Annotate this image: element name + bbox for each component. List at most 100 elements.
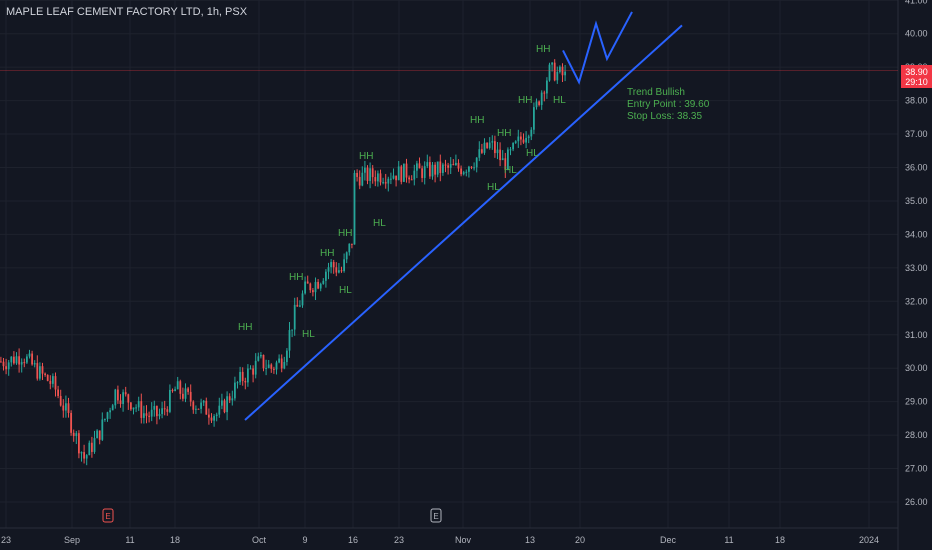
candle-body (223, 400, 226, 413)
candle-body (392, 175, 395, 179)
candle-body (364, 167, 366, 173)
candle-body (205, 400, 208, 415)
candle-body (317, 281, 319, 289)
candle-body (520, 136, 522, 140)
candle-body (78, 433, 80, 454)
y-tick-label: 30.00 (905, 363, 928, 373)
candle-body (564, 71, 566, 76)
candle-body (421, 168, 423, 178)
candle-body (353, 172, 356, 245)
candle-body (299, 305, 301, 307)
candle-body (182, 393, 184, 399)
candle-body (260, 354, 262, 357)
candle-body (504, 158, 507, 170)
earnings-event-marker (102, 508, 114, 523)
candle-body (109, 410, 111, 413)
candle-body (49, 380, 52, 384)
candle-body (215, 414, 218, 417)
candle-body (384, 182, 387, 184)
candle-body (559, 66, 561, 72)
candle-body (426, 162, 429, 167)
candle-body (442, 164, 444, 173)
candle-body (314, 281, 317, 293)
candle-body (239, 371, 241, 383)
candle-body (431, 164, 434, 177)
candle-body (114, 389, 117, 406)
candle-body (449, 164, 452, 168)
candle-body (174, 389, 176, 392)
earnings-event-letter: E (105, 512, 110, 521)
candle-body (98, 430, 101, 440)
higher-low-label: HL (339, 285, 352, 297)
candle-body (400, 166, 403, 182)
candle-body (23, 362, 26, 364)
candle-body (140, 401, 143, 418)
candle-body (488, 142, 491, 148)
higher-low-label: HL (504, 164, 517, 176)
y-tick-label: 40.00 (905, 29, 928, 39)
candle-body (483, 142, 486, 153)
candle-body (514, 141, 517, 143)
x-tick-label: 23 (394, 535, 404, 545)
candle-body (377, 173, 379, 182)
candle-body (31, 353, 33, 365)
candle-body (187, 388, 189, 392)
candle-body (447, 165, 449, 168)
candle-body (202, 400, 205, 403)
candle-body (283, 362, 286, 369)
candle-body (262, 354, 265, 369)
candle-body (275, 362, 278, 370)
candle-body (213, 416, 215, 421)
candle-body (306, 281, 309, 284)
candle-body (403, 163, 405, 182)
y-tick-label: 33.00 (905, 263, 928, 273)
candle-body (551, 62, 553, 65)
candle-body (249, 368, 252, 370)
candle-body (512, 142, 514, 150)
candle-body (104, 418, 106, 420)
candle-body (543, 92, 546, 94)
current-price-label: 38.90 (905, 67, 928, 77)
candle-body (509, 149, 512, 151)
candle-body (75, 433, 78, 437)
candle-body (130, 402, 132, 410)
x-tick-label: Oct (252, 535, 267, 545)
candle-body (533, 107, 535, 130)
candle-body (62, 405, 65, 411)
higher-high-label: HH (238, 322, 253, 334)
candle-body (254, 360, 257, 375)
candle-body (137, 401, 140, 408)
higher-high-label: HH (359, 151, 374, 163)
candle-body (434, 164, 436, 175)
y-tick-label: 37.00 (905, 129, 928, 139)
candle-body (150, 409, 153, 417)
candle-body (28, 353, 31, 357)
candle-body (395, 175, 397, 181)
candle-body (286, 350, 288, 363)
stop-loss-note: Stop Loss: 38.35 (627, 111, 703, 122)
trend-note: Trend Bullish Entry Point : 39.60 Stop L… (627, 87, 709, 123)
candle-body (184, 388, 187, 399)
candle-body (462, 172, 465, 175)
candle-body (171, 389, 174, 392)
candle-body (270, 364, 273, 369)
candle-body (257, 356, 260, 361)
x-tick-label: 18 (775, 535, 785, 545)
entry-point-note: Entry Point : 39.60 (627, 99, 710, 110)
candle-body (117, 389, 119, 401)
higher-high-label: HH (320, 248, 335, 260)
candle-body (301, 293, 304, 306)
candle-body (410, 179, 413, 181)
candle-body (293, 304, 296, 330)
higher-low-label: HL (526, 148, 539, 160)
x-tick-label: 11 (125, 535, 134, 545)
candle-body (208, 414, 210, 418)
higher-low-label: HL (553, 94, 566, 106)
candle-body (132, 407, 135, 410)
candle-body (345, 252, 348, 260)
candle-body (405, 163, 408, 178)
candle-body (553, 62, 556, 81)
candle-body (127, 394, 130, 403)
